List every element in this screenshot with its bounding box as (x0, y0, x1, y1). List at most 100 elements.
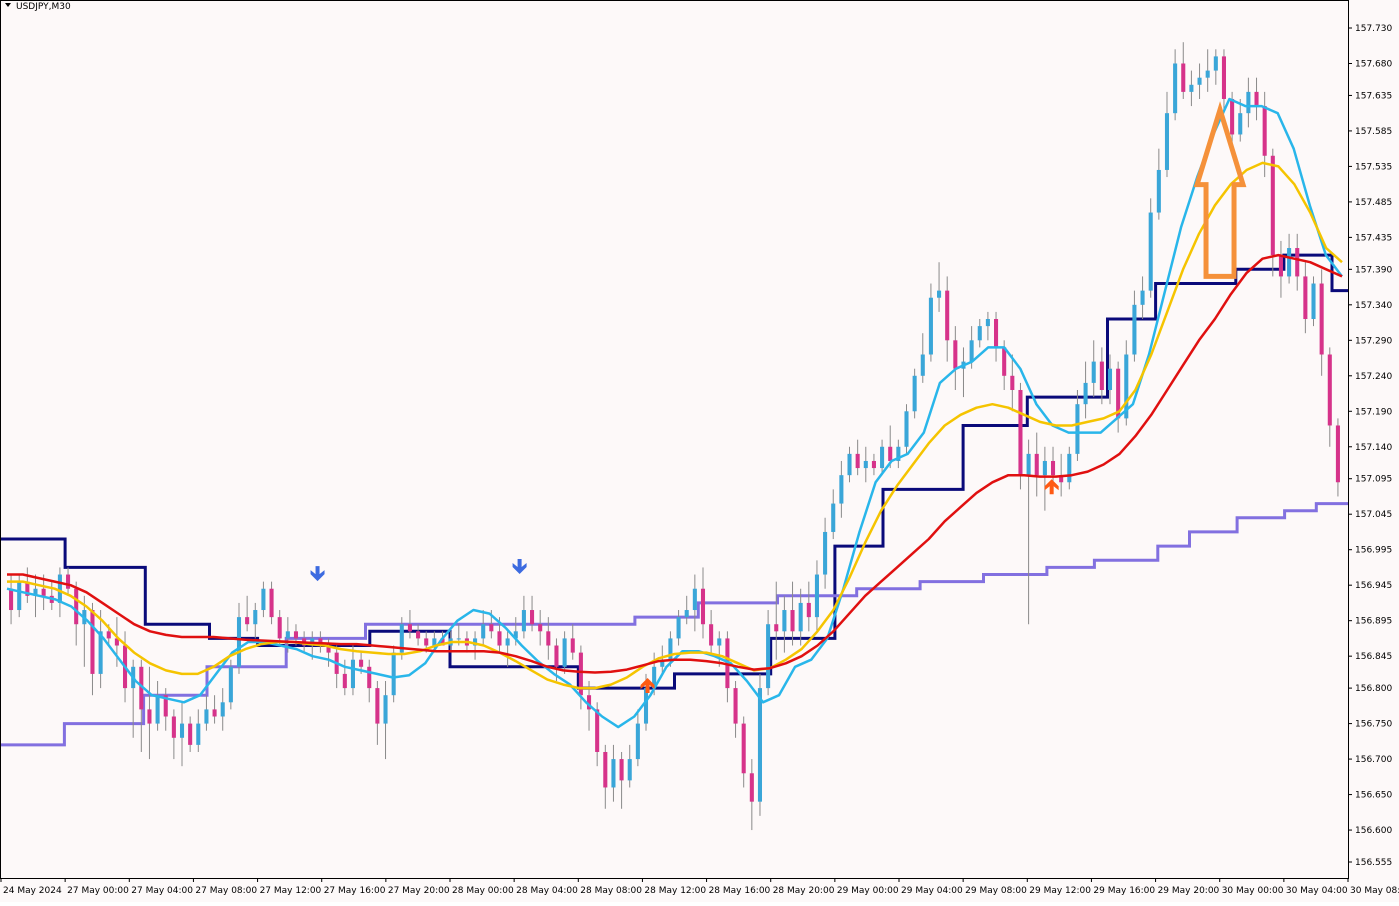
candle (619, 751, 624, 809)
candle (473, 631, 478, 660)
candle-body (1156, 169, 1161, 213)
candle-body (424, 638, 429, 646)
candle (375, 681, 380, 745)
candle-body (147, 709, 152, 724)
y-tick-label: 157.535 (1355, 162, 1392, 172)
candle-body (627, 759, 632, 781)
chart-frame (0, 0, 1349, 879)
candle-body (977, 326, 982, 341)
candle (196, 709, 201, 752)
candle (1213, 49, 1218, 85)
y-tick-label: 157.045 (1355, 510, 1392, 520)
candle (1254, 77, 1259, 121)
candle (74, 581, 79, 646)
candle-body (1107, 368, 1113, 390)
candle-body (692, 588, 697, 611)
candle-body (399, 624, 404, 653)
chart-title-bar: USDJPY,M30 (5, 2, 71, 12)
candle (774, 581, 779, 660)
candle-body (188, 723, 193, 745)
candle-body (155, 695, 160, 724)
candle-body (1311, 283, 1316, 320)
candle (1164, 91, 1170, 178)
candle-body (1262, 106, 1267, 156)
candle-body (25, 581, 30, 596)
candle-body (1303, 276, 1308, 320)
candle-body (1270, 155, 1275, 256)
candle-body (700, 588, 706, 625)
candle (1042, 446, 1047, 511)
x-tick-label: 29 May 12:00 (1029, 886, 1091, 896)
candle-body (1140, 290, 1145, 305)
candle (66, 567, 71, 596)
candle-body (880, 446, 885, 469)
y-tick-label: 156.995 (1355, 546, 1392, 556)
candle-body (554, 645, 559, 667)
y-tick-label: 157.635 (1355, 91, 1392, 101)
candle (367, 659, 372, 703)
candle-body (619, 759, 624, 781)
candle (847, 446, 852, 483)
candle-body (407, 624, 412, 632)
candle (635, 709, 640, 767)
candle (171, 709, 176, 760)
candle (1173, 49, 1178, 121)
candle-body (1116, 368, 1121, 419)
x-tick-label: 29 May 00:00 (837, 886, 899, 896)
candle (1083, 361, 1088, 419)
x-tick-label: 28 May 16:00 (709, 886, 771, 896)
candle (269, 581, 274, 625)
candle-body (277, 617, 282, 639)
candle-body (57, 574, 62, 603)
y-tick-label: 157.485 (1355, 198, 1392, 208)
candle-body (432, 638, 437, 646)
y-tick-label: 156.750 (1355, 720, 1392, 730)
candle-body (1197, 77, 1202, 85)
candle-body (163, 695, 168, 717)
candle-body (204, 709, 209, 724)
candle (709, 610, 714, 653)
candle-body (969, 340, 974, 362)
candle-body (578, 652, 583, 696)
candle-body (790, 610, 795, 632)
candle (1319, 269, 1324, 376)
x-tick-label: 27 May 04:00 (131, 886, 193, 896)
candle-body (586, 695, 592, 710)
candle (1189, 70, 1194, 107)
y-tick-label: 157.730 (1355, 24, 1392, 34)
candle (554, 638, 559, 682)
candle (1246, 77, 1251, 128)
candle-body (1067, 453, 1072, 483)
candle (228, 659, 233, 710)
candle-body (350, 659, 355, 689)
candle-body (1002, 347, 1007, 376)
triangle-down-icon[interactable] (5, 3, 11, 7)
candle-body (33, 588, 38, 596)
candle-body (1075, 404, 1080, 454)
candle-body (570, 638, 575, 653)
symbol-label: USDJPY,M30 (16, 2, 71, 12)
candle-body (595, 709, 600, 752)
candle-body (945, 290, 950, 341)
candle-body (1221, 56, 1227, 99)
candle-body (1091, 361, 1096, 383)
candle (1026, 439, 1031, 625)
candle-body (1083, 382, 1088, 405)
x-tick-label: 27 May 00:00 (67, 886, 129, 896)
y-tick-label: 156.555 (1355, 858, 1392, 868)
candle-body (497, 631, 502, 646)
candle (1116, 361, 1121, 433)
y-tick-label: 157.680 (1355, 59, 1392, 69)
candle (25, 567, 30, 603)
candle-body (66, 574, 71, 589)
candle-body (920, 354, 925, 376)
candle-body (521, 610, 526, 632)
x-tick-label: 29 May 04:00 (901, 886, 963, 896)
candle (749, 759, 754, 831)
y-tick-label: 156.895 (1355, 617, 1392, 627)
x-tick-label: 30 May 04:00 (1286, 886, 1348, 896)
candle-body (1238, 113, 1243, 135)
x-tick-label: 28 May 12:00 (644, 886, 706, 896)
